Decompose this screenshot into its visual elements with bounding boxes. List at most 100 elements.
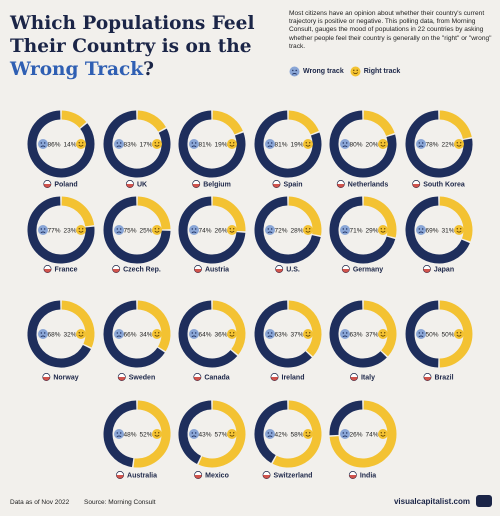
wrong-arc [178,400,212,464]
wrong-value-label: 63% [274,331,287,338]
country-label: U.S. [286,267,300,274]
flag-fill [43,184,51,188]
right-value-label: 28% [290,227,303,234]
flag-fill [112,269,120,273]
wrong-value-label: 81% [198,141,211,148]
sad-face-icon [340,139,350,149]
title-part2: ? [143,59,154,80]
right-arc [198,400,246,468]
smile-face-icon [378,139,388,149]
wrong-value-label: 81% [274,141,287,148]
right-arc [363,110,395,137]
right-value-label: 19% [214,141,227,148]
donut-uk: 83% 17% UK [103,110,171,189]
wrong-arc [27,196,95,264]
smile-face-icon [454,139,464,149]
wrong-value-label: 78% [425,141,438,148]
title-highlight: Wrong Track [10,59,144,80]
donut-mexico: 43% 57% Mexico [178,400,246,480]
sad-face-icon [416,329,426,339]
country-label: Czech Rep. [123,267,161,274]
title-part1: Which Populations Feel Their Country is … [10,13,255,57]
donut-sweden: 66% 34% Sweden [103,300,171,382]
country-label: UK [137,182,147,189]
country-label: Japan [434,267,454,274]
country-label: India [360,473,376,480]
wrong-value-label: 64% [198,331,211,338]
flag-fill [116,475,124,479]
smile-face-icon [227,225,237,235]
donut-japan: 69% 31% Japan [405,196,473,274]
smile-face-icon [378,329,388,339]
wrong-arc [103,196,171,264]
sad-face-icon [38,329,48,339]
smile-face-icon [227,329,237,339]
sad-face-icon [265,429,275,439]
sad-face-icon [265,329,275,339]
flag-fill [342,269,350,273]
wrong-value-label: 72% [274,227,287,234]
donut-australia: 48% 52% Australia [103,400,171,480]
wrong-arc [405,196,470,264]
country-label: Spain [283,182,302,189]
flag-fill [192,184,200,188]
wrong-arc [103,300,165,368]
right-arc [288,196,322,236]
right-arc [363,300,397,357]
country-label: Sweden [129,375,155,382]
donut-ireland: 63% 37% Ireland [254,300,322,382]
right-arc [288,300,322,357]
country-label: France [55,267,78,274]
right-arc [137,110,166,132]
country-label: Brazil [434,375,453,382]
smile-face-icon [454,329,464,339]
wrong-arc [103,110,171,178]
flag-fill [126,184,134,188]
right-arc [288,110,319,135]
country-label: South Korea [423,182,465,189]
donut-south-korea: 78% 22% South Korea [405,110,473,189]
flag-fill [350,377,358,381]
donut-czech-rep: 75% 25% Czech Rep. [103,196,171,274]
smile-face-icon [152,429,162,439]
sad-face-icon [340,329,350,339]
footer-source: Source: Morning Consult [84,499,156,506]
wrong-arc [405,110,473,178]
right-value-label: 14% [63,141,76,148]
country-label: Belgium [203,182,231,189]
flag-fill [349,475,357,479]
right-value-label: 36% [214,331,227,338]
wrong-arc [254,300,312,368]
flag-fill [275,269,283,273]
right-value-label: 26% [214,227,227,234]
wrong-arc [329,400,363,436]
smile-face-icon [303,225,313,235]
legend-right: Right track [350,66,400,77]
flag-fill [194,475,202,479]
wrong-arc [329,110,397,178]
right-arc [439,300,473,368]
country-label: Norway [53,375,78,382]
right-value-label: 34% [139,331,152,338]
right-arc [61,110,87,129]
smile-face-icon [152,139,162,149]
right-value-label: 31% [441,227,454,234]
wrong-arc [27,110,95,178]
right-arc [137,300,171,352]
donut-u-s: 72% 28% U.S. [254,196,322,274]
flag-fill [423,377,432,381]
smile-face-icon [303,429,313,439]
flag-fill [272,184,281,188]
right-value-label: 22% [441,141,454,148]
wrong-value-label: 42% [274,431,287,438]
smile-face-icon [227,139,237,149]
wrong-arc [329,300,387,368]
right-arc [61,196,95,227]
right-arc [133,400,171,468]
wrong-value-label: 83% [123,141,136,148]
wrong-value-label: 74% [198,227,211,234]
country-label: Austria [205,267,229,274]
wrong-value-label: 77% [47,227,60,234]
sad-face-icon [340,429,350,439]
wrong-arc [178,300,238,368]
